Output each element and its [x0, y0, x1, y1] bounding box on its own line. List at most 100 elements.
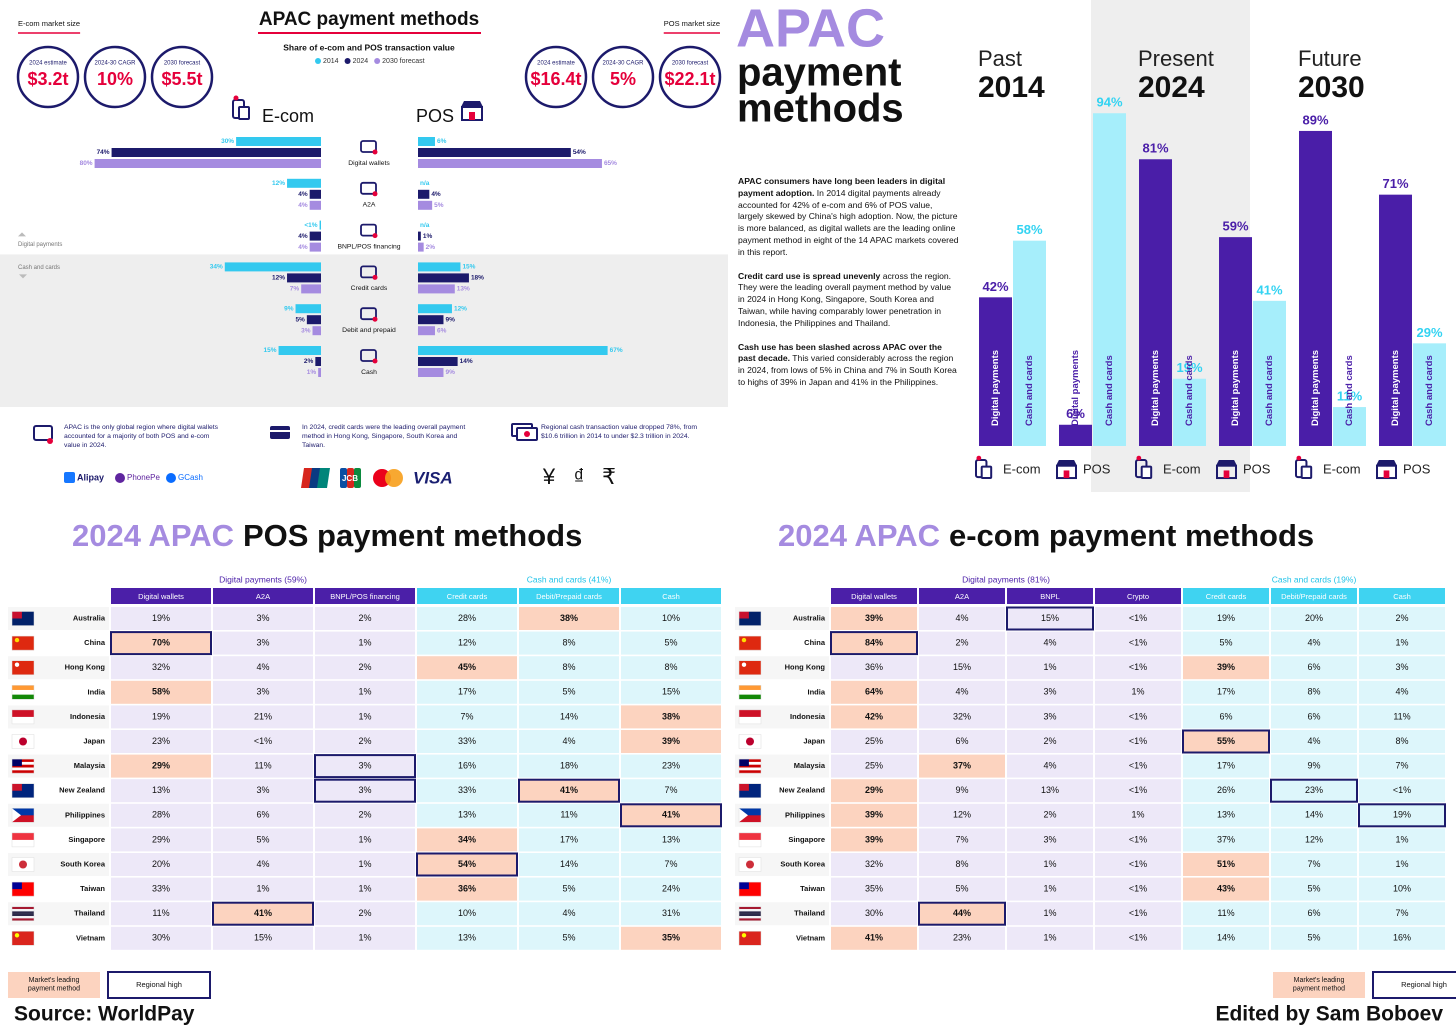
legend-high-label: Regional high — [136, 980, 182, 989]
table-cell — [213, 803, 313, 827]
paragraph: Credit card use is spread unevenly acros… — [738, 271, 960, 330]
table-cell — [315, 853, 415, 876]
table-cell — [417, 828, 517, 852]
pos-value-label: 54% — [573, 149, 586, 156]
column-header: Credit cards — [1206, 592, 1247, 601]
table-value: 6% — [1219, 711, 1232, 721]
table-value: 41% — [662, 810, 680, 820]
table-cell — [1359, 680, 1445, 704]
kpi-value: 5% — [610, 69, 636, 89]
flag — [739, 916, 761, 919]
flag — [739, 832, 761, 841]
table-value: 12% — [1305, 834, 1323, 844]
table-cell — [1359, 607, 1445, 630]
table-value: 3% — [256, 785, 269, 795]
flag — [12, 709, 34, 718]
table-value: <1% — [1129, 834, 1147, 844]
table-cell — [519, 730, 619, 753]
table-value: <1% — [1129, 711, 1147, 721]
table-cell — [1183, 656, 1269, 680]
table-cell — [1095, 828, 1181, 852]
bar — [1139, 159, 1172, 446]
table-value: 19% — [1217, 613, 1235, 623]
pos-bar — [418, 346, 608, 355]
flag — [739, 636, 761, 651]
ecom-icon — [1140, 465, 1153, 480]
table-value: 8% — [562, 637, 575, 647]
flag-border — [11, 734, 35, 749]
table-group-label: Digital payments (81%) — [962, 574, 1050, 584]
table-value: 39% — [662, 736, 680, 746]
table-cell — [1095, 705, 1181, 729]
table-cell — [519, 853, 619, 876]
table-cell — [1271, 877, 1357, 901]
flag-border — [11, 906, 35, 921]
table-value: 35% — [662, 933, 680, 943]
table-title: 2024 APAC e-com payment methods — [778, 518, 1314, 553]
table-value: 1% — [1043, 859, 1056, 869]
group-label: Digital payments — [18, 242, 62, 248]
bar-value-label: 11% — [1337, 388, 1363, 403]
flag-border — [738, 783, 762, 798]
table-cell — [1271, 705, 1357, 729]
bar — [1379, 194, 1412, 446]
table-value: 8% — [562, 662, 575, 672]
kpi-circle — [591, 45, 655, 109]
column-header-cell — [315, 588, 415, 604]
table-cell — [111, 754, 211, 778]
table-value: 4% — [562, 736, 575, 746]
country-label: Vietnam — [76, 933, 105, 942]
column-header: Credit cards — [447, 592, 488, 601]
kpi-value: $16.4t — [530, 69, 581, 89]
bar-value-label: 71% — [1382, 176, 1408, 191]
bar — [1299, 130, 1332, 446]
table-title-main: POS payment methods — [243, 518, 582, 553]
flag — [739, 808, 761, 816]
regional-high-outline — [314, 754, 416, 779]
kpi-label: 2024 estimate — [29, 61, 67, 67]
flag — [12, 916, 34, 919]
legend-leading-swatch — [1273, 972, 1365, 998]
table-value: 13% — [152, 785, 170, 795]
table-cell — [315, 902, 415, 926]
footer-credit: Edited by Sam Boboev — [1215, 1003, 1443, 1026]
flag — [739, 761, 761, 765]
table-group-label: Cash and cards (41%) — [527, 574, 612, 584]
table-value: 23% — [1305, 785, 1323, 795]
flag — [739, 906, 761, 910]
column-header: Digital wallets — [851, 592, 897, 601]
table-cell — [213, 705, 313, 729]
table-cell — [1359, 730, 1445, 753]
cash-icon-dot — [524, 431, 530, 437]
category-label: Cash — [361, 369, 377, 376]
table-value: 3% — [256, 687, 269, 697]
table-cell — [519, 754, 619, 778]
table-cell — [1183, 902, 1269, 926]
table-cell — [1271, 607, 1357, 630]
flag — [12, 839, 34, 848]
bar-series-label: Cash and cards — [1184, 355, 1195, 426]
category-label: E-com — [1003, 461, 1041, 476]
column-header: A2A — [955, 592, 969, 601]
table-cell — [519, 631, 619, 655]
flag-border — [738, 758, 762, 774]
category-label: POS — [1243, 461, 1271, 476]
category-icon-dot — [372, 274, 378, 280]
table-cell — [213, 828, 313, 852]
table-value: <1% — [1129, 785, 1147, 795]
table-value: 32% — [953, 711, 971, 721]
table-cell — [621, 853, 721, 876]
legend-high-swatch — [107, 971, 211, 999]
kpi-value: 10% — [97, 69, 133, 89]
table-value: 2% — [358, 908, 371, 918]
currency-symbol: ¥ — [542, 464, 556, 489]
table-cell — [621, 877, 721, 901]
column-header: Cash — [1393, 592, 1411, 601]
bar-series-label: Cash and cards — [1104, 355, 1115, 426]
country-label: China — [84, 638, 106, 647]
table-value: 4% — [1395, 687, 1408, 697]
footnote: APAC is the only global region where dig… — [64, 424, 219, 450]
table-cell — [519, 828, 619, 852]
pos-value-label: 14% — [460, 358, 473, 365]
table-cell — [831, 926, 917, 950]
